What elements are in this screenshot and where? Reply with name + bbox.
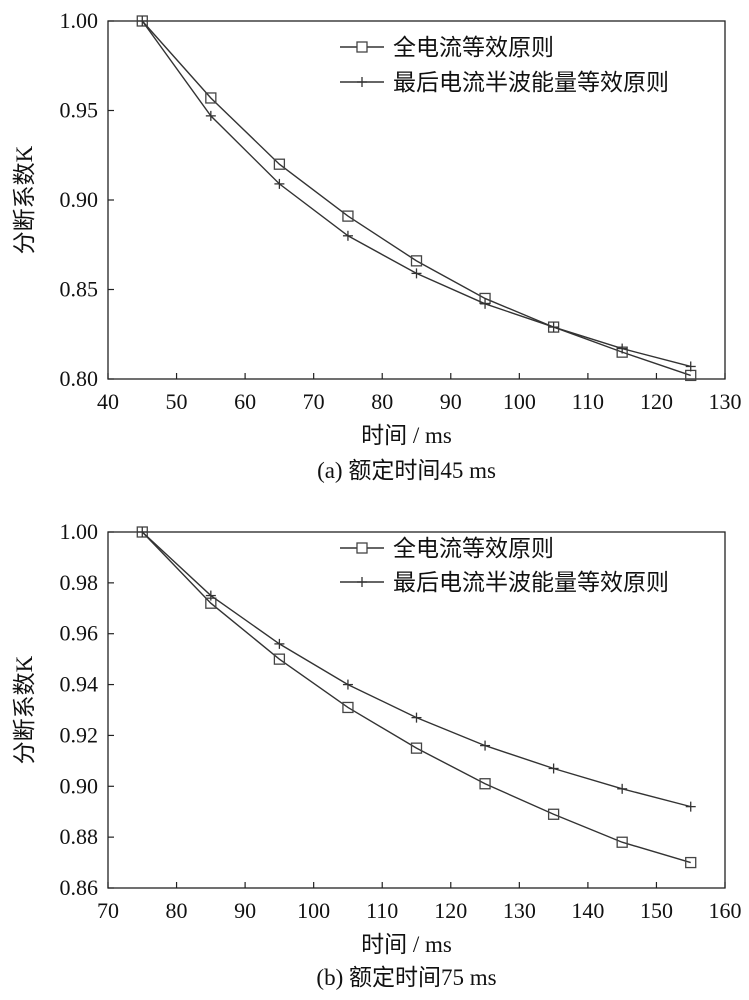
chart-panel-a: 40 50 60 70 80 90 100 110 120 130 0.80 0.85 0.90 0.95… bbox=[12, 8, 742, 483]
data-point-plus bbox=[411, 268, 422, 279]
y-tick-label: 0.85 bbox=[60, 277, 99, 302]
data-point-plus bbox=[548, 763, 559, 774]
y-tick-label: 0.90 bbox=[60, 773, 99, 798]
data-point-plus bbox=[274, 178, 285, 189]
data-point-plus bbox=[685, 801, 696, 812]
data-point-square bbox=[685, 856, 697, 869]
series-full-current bbox=[136, 526, 697, 869]
x-tick-label: 50 bbox=[166, 389, 188, 414]
x-axis-title: 时间 / ms bbox=[361, 932, 452, 957]
x-tick-label: 120 bbox=[640, 389, 673, 414]
data-point-square bbox=[273, 653, 286, 665]
x-tick-label: 130 bbox=[709, 389, 742, 414]
data-point-square bbox=[273, 158, 286, 170]
series-line bbox=[141, 531, 691, 864]
y-tick-label: 1.00 bbox=[60, 8, 99, 33]
series-last-half-wave bbox=[137, 527, 696, 812]
x-tick-label: 110 bbox=[366, 898, 398, 923]
x-tick-label: 140 bbox=[571, 898, 604, 923]
series-last-half-wave bbox=[137, 16, 696, 372]
legend-item: 全电流等效原则 bbox=[340, 35, 554, 60]
legend-marker-square bbox=[356, 41, 368, 53]
panel-caption: (a) 额定时间45 ms bbox=[317, 458, 496, 483]
legend-marker-square bbox=[356, 542, 368, 554]
x-tick-label: 110 bbox=[572, 389, 604, 414]
data-point-plus bbox=[137, 16, 148, 26]
x-tick-label: 60 bbox=[234, 389, 256, 414]
y-tick-label: 0.88 bbox=[60, 824, 99, 849]
data-point-plus bbox=[480, 298, 491, 309]
x-tick-label: 90 bbox=[440, 389, 462, 414]
x-tick-label: 80 bbox=[166, 898, 188, 923]
data-point-plus bbox=[685, 361, 696, 372]
series-line bbox=[141, 20, 691, 377]
data-point-plus bbox=[480, 740, 491, 751]
x-tick-label: 120 bbox=[434, 898, 467, 923]
data-point-plus bbox=[411, 712, 422, 723]
data-point-plus bbox=[137, 527, 148, 537]
x-tick-label: 90 bbox=[234, 898, 256, 923]
x-tick-label: 100 bbox=[503, 389, 536, 414]
chart-panel-b: 70 80 90 100 110 120 130 140 150 160 0.86 0.88 0.90 0… bbox=[12, 519, 742, 990]
y-tick-label: 0.96 bbox=[60, 621, 99, 646]
data-point-plus bbox=[205, 590, 216, 601]
data-point-plus bbox=[617, 343, 628, 354]
x-axis-title: 时间 / ms bbox=[361, 423, 452, 448]
data-point-square bbox=[205, 92, 217, 104]
y-tick-label: 0.94 bbox=[60, 672, 99, 697]
data-point-plus bbox=[205, 110, 216, 121]
legend-label: 全电流等效原则 bbox=[393, 35, 554, 60]
x-tick-label: 70 bbox=[303, 389, 325, 414]
data-point-plus bbox=[548, 322, 559, 333]
x-tick-label: 160 bbox=[709, 898, 742, 923]
y-tick-label: 0.90 bbox=[60, 187, 99, 212]
data-point-plus bbox=[342, 230, 353, 241]
x-tick-label: 70 bbox=[97, 898, 119, 923]
x-tick-label: 40 bbox=[97, 389, 119, 414]
data-point-square bbox=[616, 836, 628, 848]
legend-label: 全电流等效原则 bbox=[393, 536, 554, 561]
y-tick-label: 1.00 bbox=[60, 519, 99, 544]
plot-frame bbox=[107, 531, 726, 889]
y-tick-label: 0.86 bbox=[60, 875, 99, 900]
legend-label: 最后电流半波能量等效原则 bbox=[393, 570, 669, 595]
y-tick-label: 0.98 bbox=[60, 570, 99, 595]
data-point-plus bbox=[342, 679, 353, 690]
x-tick-label: 100 bbox=[297, 898, 330, 923]
x-tick-label: 130 bbox=[503, 898, 536, 923]
y-axis-title: 分断系数K bbox=[12, 145, 37, 254]
y-tick-label: 0.80 bbox=[60, 366, 99, 391]
data-point-plus bbox=[274, 638, 285, 649]
data-point-square bbox=[410, 742, 423, 754]
y-axis-title: 分断系数K bbox=[12, 655, 37, 764]
y-tick-label: 0.95 bbox=[60, 98, 99, 123]
data-point-square bbox=[479, 778, 491, 790]
legend-item: 最后电流半波能量等效原则 bbox=[340, 70, 669, 95]
panel-caption: (b) 额定时间75 ms bbox=[316, 965, 496, 990]
data-point-plus bbox=[617, 783, 628, 794]
x-tick-label: 150 bbox=[640, 898, 673, 923]
x-tick-label: 80 bbox=[371, 389, 393, 414]
data-point-square bbox=[547, 808, 560, 820]
legend-label: 最后电流半波能量等效原则 bbox=[393, 70, 669, 95]
y-tick-label: 0.92 bbox=[60, 722, 99, 747]
legend-item: 全电流等效原则 bbox=[340, 536, 554, 561]
data-point-square bbox=[342, 701, 354, 714]
data-point-square bbox=[410, 255, 423, 267]
legend-item: 最后电流半波能量等效原则 bbox=[340, 570, 669, 595]
data-point-square bbox=[342, 210, 354, 222]
